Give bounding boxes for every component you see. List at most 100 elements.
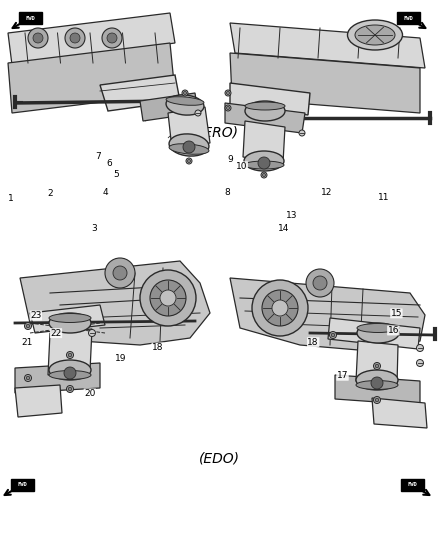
Text: 23: 23 <box>30 311 42 320</box>
Text: 2: 2 <box>48 189 53 198</box>
Circle shape <box>26 324 30 328</box>
Ellipse shape <box>49 370 91 379</box>
Polygon shape <box>20 261 210 345</box>
Circle shape <box>64 367 76 379</box>
Circle shape <box>105 258 135 288</box>
Circle shape <box>26 376 30 379</box>
Circle shape <box>225 105 231 111</box>
Ellipse shape <box>355 25 395 45</box>
Circle shape <box>226 107 230 109</box>
Circle shape <box>261 172 267 178</box>
Ellipse shape <box>357 324 399 333</box>
Text: 19: 19 <box>115 354 126 362</box>
Text: 1: 1 <box>8 194 14 203</box>
Text: FWD: FWD <box>407 482 417 488</box>
Circle shape <box>226 92 230 94</box>
FancyBboxPatch shape <box>400 479 424 491</box>
Circle shape <box>67 351 74 359</box>
Circle shape <box>102 28 122 48</box>
Ellipse shape <box>245 102 285 110</box>
Circle shape <box>187 159 191 163</box>
Polygon shape <box>48 329 92 375</box>
Circle shape <box>329 332 336 338</box>
Text: 11: 11 <box>378 193 389 201</box>
Ellipse shape <box>169 134 209 156</box>
Text: 22: 22 <box>50 329 62 337</box>
Circle shape <box>68 353 72 357</box>
Circle shape <box>375 364 379 368</box>
Ellipse shape <box>245 101 285 121</box>
Circle shape <box>28 28 48 48</box>
Text: 14: 14 <box>278 224 290 232</box>
Polygon shape <box>140 93 198 121</box>
Circle shape <box>25 375 32 382</box>
Ellipse shape <box>244 151 284 171</box>
Circle shape <box>33 33 43 43</box>
Text: 15: 15 <box>391 309 402 318</box>
Text: 13: 13 <box>286 212 297 220</box>
Circle shape <box>186 158 192 164</box>
Circle shape <box>160 290 176 306</box>
Circle shape <box>262 290 298 326</box>
Circle shape <box>70 33 80 43</box>
Polygon shape <box>230 83 310 115</box>
Text: 6: 6 <box>106 159 113 167</box>
Text: FWD: FWD <box>403 15 413 20</box>
Text: 5: 5 <box>113 171 119 179</box>
Circle shape <box>88 329 95 336</box>
Ellipse shape <box>166 96 204 106</box>
Polygon shape <box>8 43 175 113</box>
Polygon shape <box>8 13 175 65</box>
Circle shape <box>25 322 32 329</box>
Circle shape <box>67 385 74 392</box>
Text: 10: 10 <box>236 162 247 171</box>
Ellipse shape <box>166 95 204 115</box>
Ellipse shape <box>49 313 91 333</box>
FancyBboxPatch shape <box>11 479 33 491</box>
Circle shape <box>184 92 187 94</box>
Text: 20: 20 <box>84 389 95 398</box>
Ellipse shape <box>347 20 403 50</box>
Circle shape <box>195 110 201 116</box>
Text: 4: 4 <box>102 189 108 197</box>
Circle shape <box>371 377 383 389</box>
Circle shape <box>417 344 424 351</box>
Text: 16: 16 <box>388 326 399 335</box>
Text: 8: 8 <box>224 189 230 197</box>
Circle shape <box>150 280 186 316</box>
Circle shape <box>331 333 335 337</box>
Circle shape <box>272 300 288 316</box>
Circle shape <box>258 157 270 169</box>
Text: 3: 3 <box>91 224 97 232</box>
Text: 9: 9 <box>227 156 233 164</box>
Circle shape <box>375 398 379 402</box>
Polygon shape <box>335 375 420 405</box>
Ellipse shape <box>244 161 284 169</box>
Polygon shape <box>230 23 425 68</box>
Text: (ERO): (ERO) <box>199 126 239 140</box>
Ellipse shape <box>357 323 399 343</box>
Ellipse shape <box>356 381 398 390</box>
Polygon shape <box>15 363 100 393</box>
Circle shape <box>225 90 231 96</box>
Circle shape <box>252 280 308 336</box>
Circle shape <box>374 362 381 369</box>
Circle shape <box>306 269 334 297</box>
Ellipse shape <box>49 360 91 380</box>
Text: 18: 18 <box>152 343 163 352</box>
Text: 12: 12 <box>321 189 332 197</box>
Polygon shape <box>356 341 398 385</box>
Circle shape <box>313 276 327 290</box>
Polygon shape <box>372 398 427 428</box>
Circle shape <box>140 270 196 326</box>
Circle shape <box>299 130 305 136</box>
Polygon shape <box>100 75 180 111</box>
FancyBboxPatch shape <box>18 12 42 24</box>
Polygon shape <box>168 107 210 149</box>
Circle shape <box>262 174 265 176</box>
Circle shape <box>113 266 127 280</box>
Ellipse shape <box>356 370 398 390</box>
Polygon shape <box>328 318 420 349</box>
Circle shape <box>65 28 85 48</box>
Polygon shape <box>243 121 285 163</box>
